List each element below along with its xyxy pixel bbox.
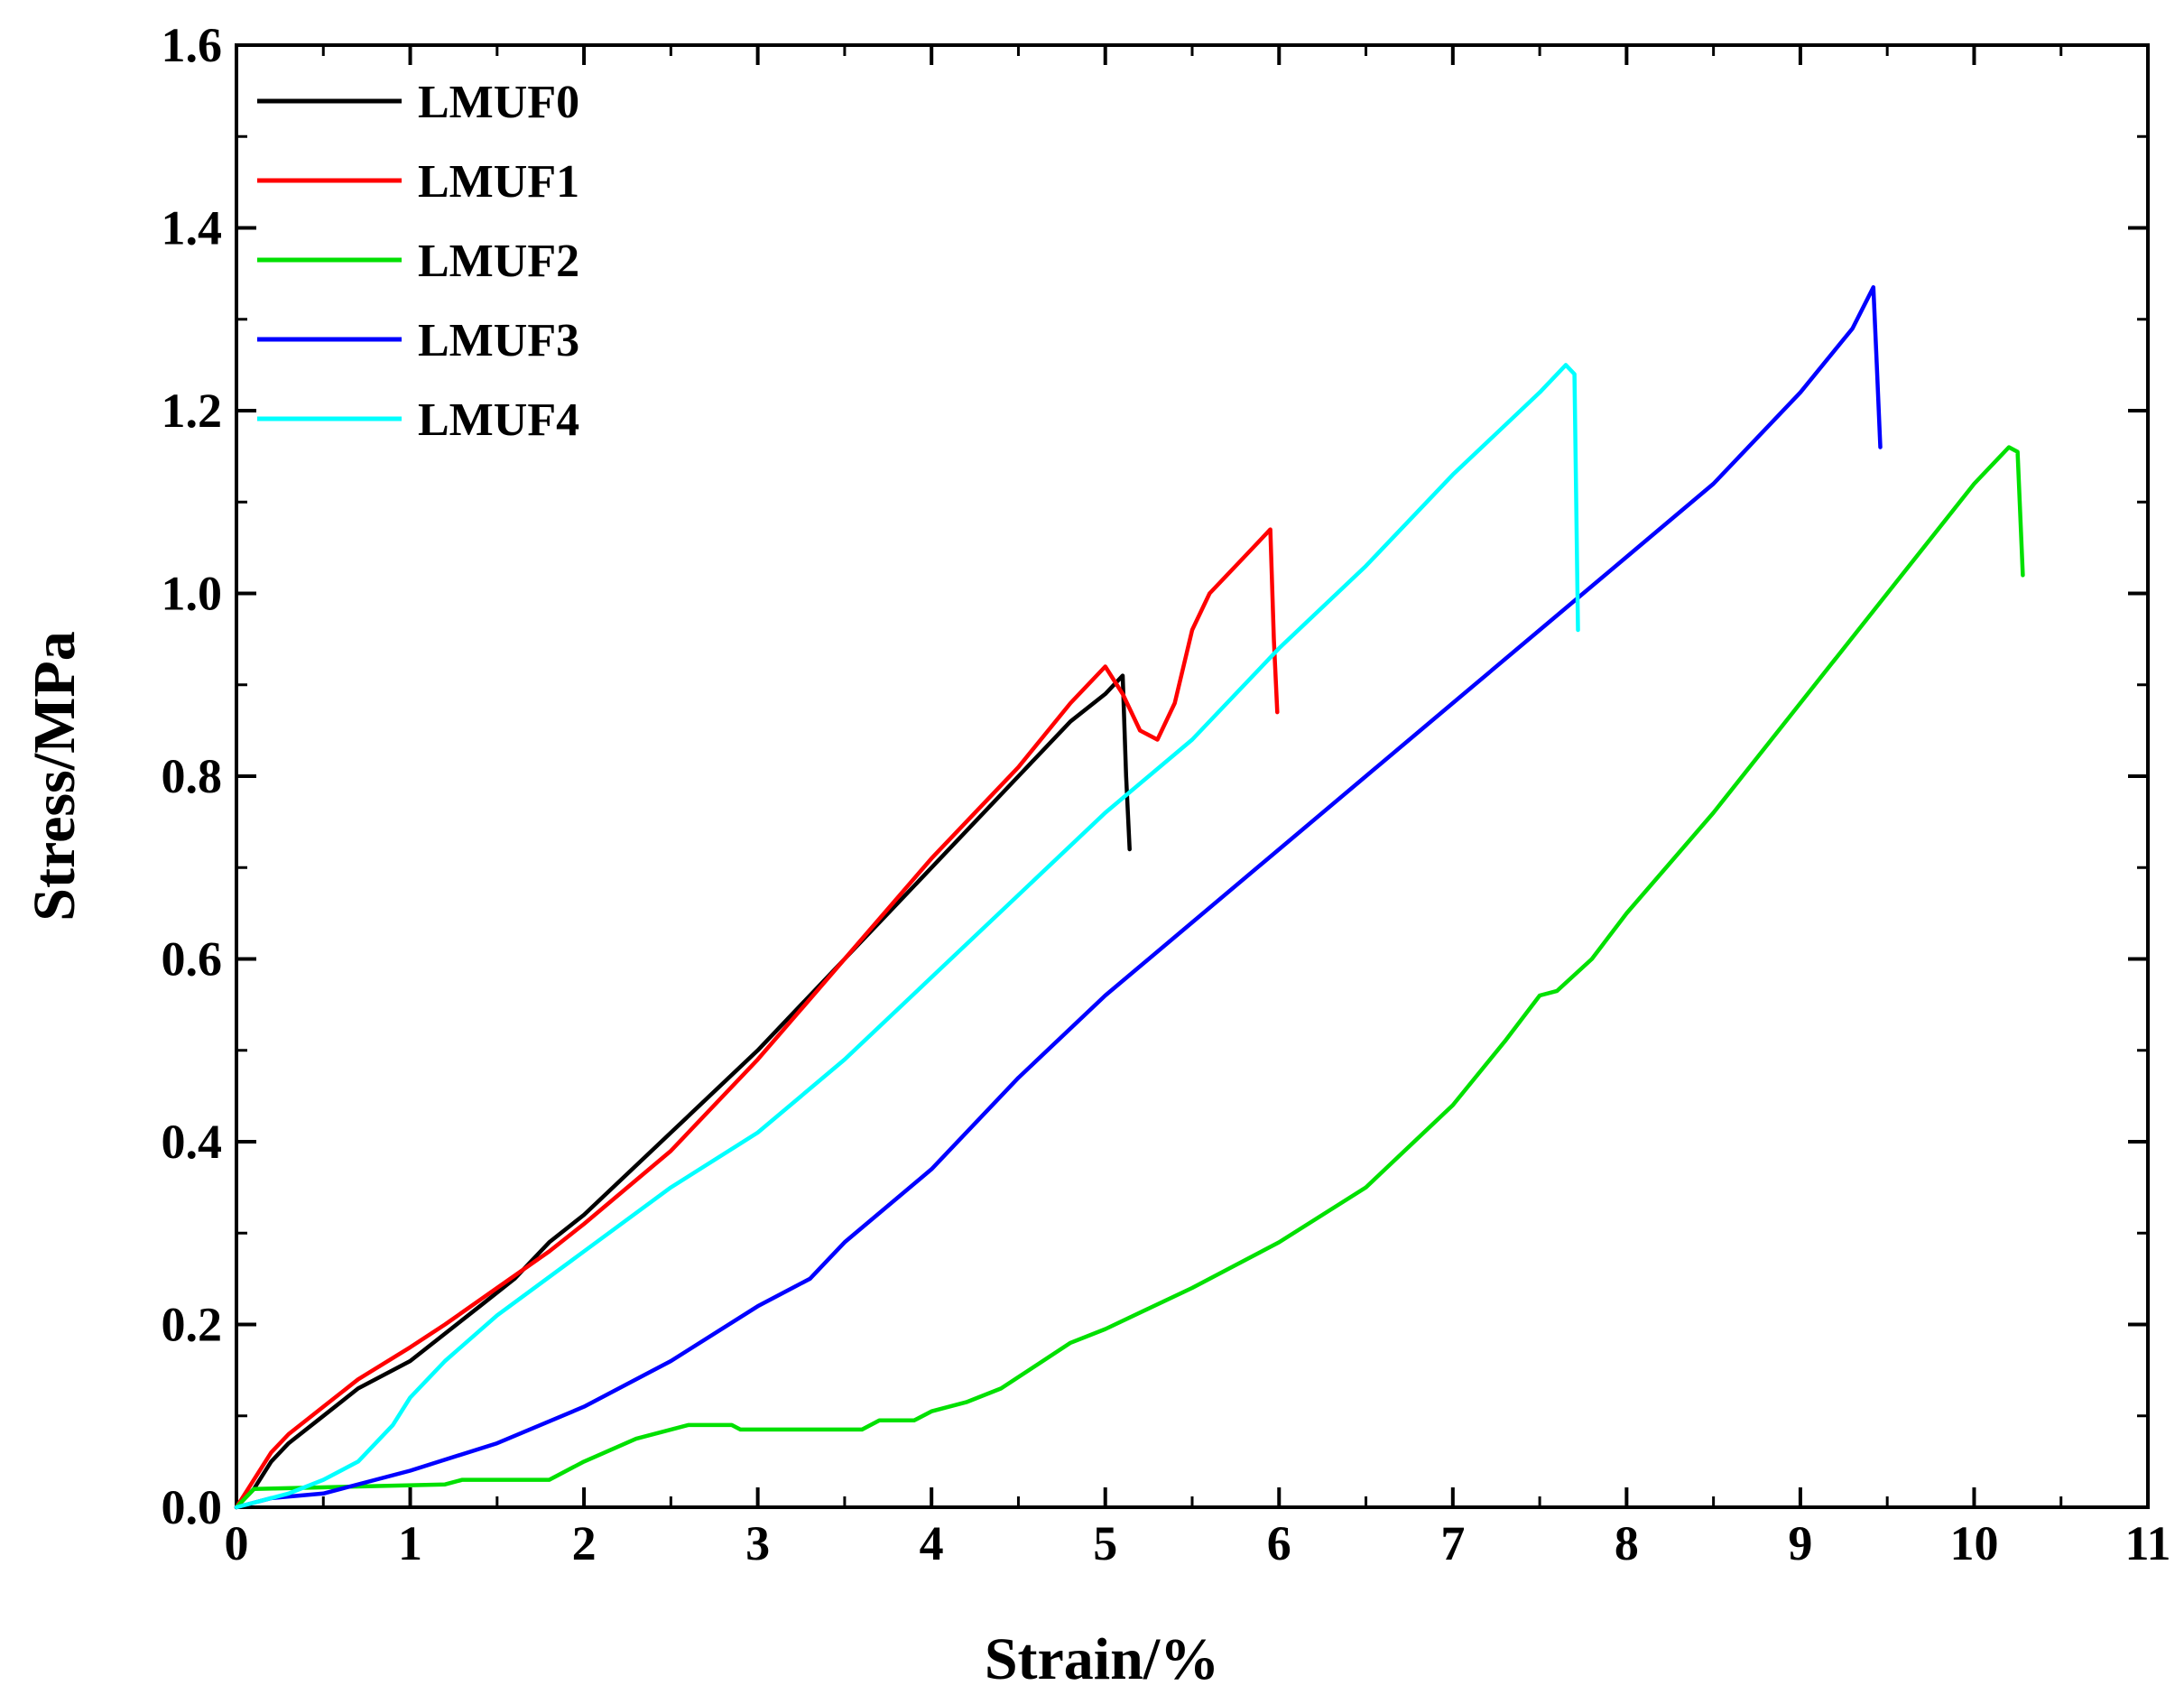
x-tick-label: 8	[1615, 1516, 1639, 1570]
y-tick-label: 1.2	[162, 384, 223, 438]
legend: LMUF0 LMUF1 LMUF2 LMUF3 LMUF4	[257, 77, 579, 446]
legend-label-lmuf2: LMUF2	[418, 236, 579, 287]
x-tick-label: 5	[1093, 1516, 1117, 1570]
y-tick-label: 0.4	[162, 1115, 223, 1169]
series-line-lmuf0	[234, 673, 1132, 1510]
axes: 0 1 2 3 4 5 6 7 8 9 10 11 0.0 0.2 0.4 0.6 0.8 1.0 1.2 1.4 1.…	[22, 18, 2171, 1692]
y-tick-label: 0.0	[162, 1480, 223, 1534]
series-line-lmuf3	[234, 285, 1883, 1510]
series-line-lmuf4	[234, 363, 1580, 1510]
x-tick-label: 4	[920, 1516, 944, 1570]
x-tick-label: 11	[2124, 1516, 2170, 1570]
legend-label-lmuf1: LMUF1	[418, 156, 579, 208]
x-tick-label: 0	[225, 1516, 249, 1570]
y-tick-label: 0.6	[162, 932, 223, 986]
x-tick-label: 3	[745, 1516, 770, 1570]
y-tick-label: 0.8	[162, 749, 223, 803]
x-tick-label: 1	[398, 1516, 422, 1570]
y-tick-label: 0.2	[162, 1298, 223, 1352]
x-tick-label: 6	[1267, 1516, 1291, 1570]
y-tick-label: 1.4	[162, 201, 223, 255]
x-tick-label: 9	[1788, 1516, 1812, 1570]
series-group	[234, 285, 2025, 1510]
series-line-lmuf1	[234, 527, 1280, 1510]
x-tick-label: 7	[1440, 1516, 1465, 1570]
legend-label-lmuf4: LMUF4	[418, 394, 579, 446]
legend-label-lmuf3: LMUF3	[418, 315, 579, 366]
y-tick-label: 1.6	[162, 18, 223, 72]
series-line-lmuf2	[234, 445, 2025, 1510]
legend-label-lmuf0: LMUF0	[418, 77, 579, 128]
x-axis-title: Strain/%	[985, 1626, 1219, 1692]
x-tick-label: 2	[572, 1516, 597, 1570]
x-tick-label: 10	[1949, 1516, 1998, 1570]
y-axis-title: Stress/MPa	[22, 631, 88, 921]
y-tick-label: 1.0	[162, 567, 223, 621]
